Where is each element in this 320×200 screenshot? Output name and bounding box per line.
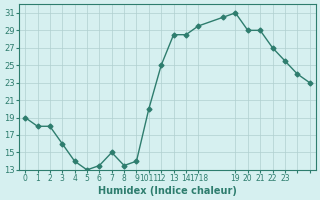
X-axis label: Humidex (Indice chaleur): Humidex (Indice chaleur) <box>98 186 237 196</box>
